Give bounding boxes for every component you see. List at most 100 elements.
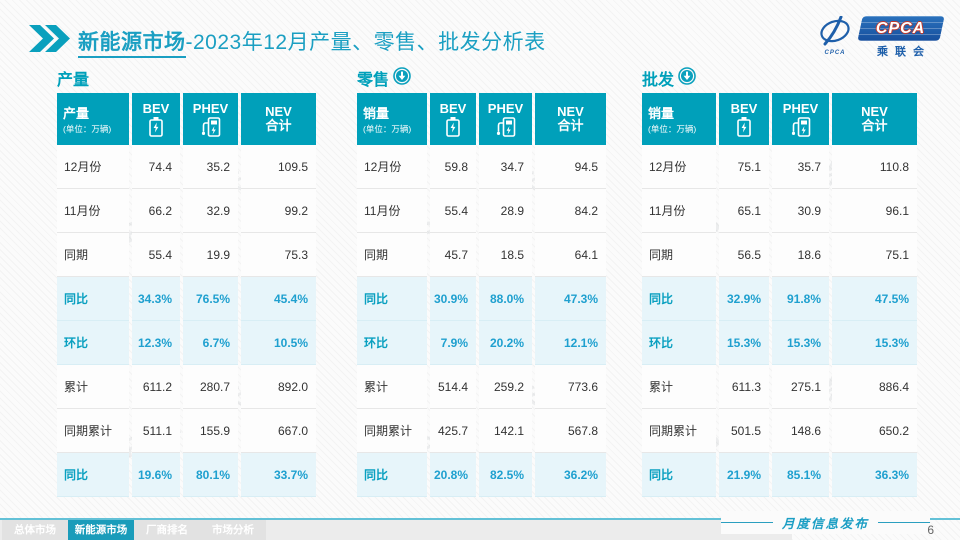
row-label: 环比 xyxy=(57,321,129,365)
cell-bev: 12.3% xyxy=(132,321,180,365)
header-cell-phev: PHEV xyxy=(772,93,829,145)
table-row: 12月份 74.4 35.2 109.5 xyxy=(57,145,316,189)
table-row: 同期 45.7 18.5 64.1 xyxy=(357,233,606,277)
unit-label: (单位：万辆) xyxy=(363,124,412,134)
cpca-logo: CPCA CPCA 乘联会 xyxy=(814,15,946,62)
cell-phev: 91.8% xyxy=(772,277,829,321)
table-row: 环比 15.3% 15.3% 15.3% xyxy=(642,321,917,365)
header-cell-phev: PHEV xyxy=(183,93,238,145)
table-header-row: 销量 (单位：万辆) BEV PHEV NEV 合计 xyxy=(357,93,606,145)
down-arrow-icon xyxy=(678,66,696,90)
row-label: 同期累计 xyxy=(57,409,129,453)
unit-label: (单位：万辆) xyxy=(63,124,112,134)
cell-nev: 75.3 xyxy=(241,233,316,277)
cell-nev: 75.1 xyxy=(832,233,917,277)
nev-total-label: 合计 xyxy=(861,118,888,133)
row-label: 同比 xyxy=(357,453,427,497)
tab-nev-market[interactable]: 新能源市场 xyxy=(68,520,134,540)
cell-nev: 99.2 xyxy=(241,189,316,233)
nev-total-label: 合计 xyxy=(557,118,584,133)
row-label: 累计 xyxy=(357,365,427,409)
table-row: 同比 30.9% 88.0% 47.3% xyxy=(357,277,606,321)
cell-phev: 88.0% xyxy=(479,277,532,321)
table-row: 11月份 65.1 30.9 96.1 xyxy=(642,189,917,233)
cell-bev: 611.3 xyxy=(719,365,769,409)
cell-bev: 19.6% xyxy=(132,453,180,497)
cell-nev: 84.2 xyxy=(535,189,606,233)
tab-oem-ranking[interactable]: 厂商排名 xyxy=(134,520,200,540)
row-label: 同比 xyxy=(57,277,129,321)
cpca-flag: CPCA 乘联会 xyxy=(857,16,945,59)
cell-nev: 10.5% xyxy=(241,321,316,365)
page-title-rest: -2023年12月产量、零售、批发分析表 xyxy=(185,31,546,54)
section-title-wholesale: 批发 xyxy=(642,66,696,90)
row-label: 同比 xyxy=(357,277,427,321)
cell-nev: 96.1 xyxy=(832,189,917,233)
cell-bev: 75.1 xyxy=(719,145,769,189)
cell-nev: 47.3% xyxy=(535,277,606,321)
section-label: 批发 xyxy=(642,72,675,89)
nev-label: NEV xyxy=(557,104,584,119)
cell-nev: 892.0 xyxy=(241,365,316,409)
table-row: 11月份 55.4 28.9 84.2 xyxy=(357,189,606,233)
cell-bev: 66.2 xyxy=(132,189,180,233)
section-label: 零售 xyxy=(357,72,390,89)
cell-bev: 74.4 xyxy=(132,145,180,189)
cell-phev: 19.9 xyxy=(183,233,238,277)
cell-nev: 64.1 xyxy=(535,233,606,277)
cell-phev: 148.6 xyxy=(772,409,829,453)
row-label: 12月份 xyxy=(57,145,129,189)
slide-header: 新能源市场-2023年12月产量、零售、批发分析表 xyxy=(28,20,546,62)
cell-nev: 94.5 xyxy=(535,145,606,189)
row-label: 同比 xyxy=(642,277,716,321)
nev-label: NEV xyxy=(861,104,888,119)
publish-banner: 月度信息发布 xyxy=(720,511,930,534)
cell-phev: 35.2 xyxy=(183,145,238,189)
cell-phev: 280.7 xyxy=(183,365,238,409)
cell-nev: 33.7% xyxy=(241,453,316,497)
charger-icon xyxy=(201,116,220,137)
unit-label: (单位：万辆) xyxy=(648,124,697,134)
row-label: 11月份 xyxy=(357,189,427,233)
table-row: 同期累计 425.7 142.1 567.8 xyxy=(357,409,606,453)
cell-bev: 611.2 xyxy=(132,365,180,409)
table-row: 同比 34.3% 76.5% 45.4% xyxy=(57,277,316,321)
tab-overall-market[interactable]: 总体市场 xyxy=(2,520,68,540)
table-row: 累计 514.4 259.2 773.6 xyxy=(357,365,606,409)
cell-bev: 34.3% xyxy=(132,277,180,321)
wholesale-table: 销量 (单位：万辆) BEV PHEV NEV 合计 12月份 75.1 35.7 1… xyxy=(639,93,920,497)
cpca-sub-label: 乘联会 xyxy=(877,46,931,58)
cell-phev: 35.7 xyxy=(772,145,829,189)
row-label: 同比 xyxy=(642,453,716,497)
page-title-highlight: 新能源市场 xyxy=(78,31,186,58)
cell-bev: 514.4 xyxy=(430,365,476,409)
cell-phev: 34.7 xyxy=(479,145,532,189)
row-label: 环比 xyxy=(357,321,427,365)
page-title: 新能源市场-2023年12月产量、零售、批发分析表 xyxy=(78,26,546,58)
header-cell-nev: NEV 合计 xyxy=(832,93,917,145)
cell-bev: 65.1 xyxy=(719,189,769,233)
tab-market-analysis[interactable]: 市场分析 xyxy=(200,520,266,540)
nev-label: NEV xyxy=(265,104,292,119)
cell-bev: 59.8 xyxy=(430,145,476,189)
table-row: 同比 32.9% 91.8% 47.5% xyxy=(642,277,917,321)
cpca-brand-label: CPCA xyxy=(876,19,926,37)
charger-icon xyxy=(496,116,515,137)
cell-phev: 275.1 xyxy=(772,365,829,409)
cell-phev: 15.3% xyxy=(772,321,829,365)
cell-phev: 30.9 xyxy=(772,189,829,233)
cell-nev: 667.0 xyxy=(241,409,316,453)
cell-nev: 36.2% xyxy=(535,453,606,497)
page-number: 6 xyxy=(927,523,934,537)
charger-icon xyxy=(791,116,810,137)
cell-bev: 15.3% xyxy=(719,321,769,365)
table-row: 同期 55.4 19.9 75.3 xyxy=(57,233,316,277)
cell-bev: 20.8% xyxy=(430,453,476,497)
phev-label: PHEV xyxy=(782,100,819,116)
cell-phev: 82.5% xyxy=(479,453,532,497)
metric-label: 销量 xyxy=(363,106,390,121)
row-label: 同期累计 xyxy=(642,409,716,453)
cpca-small-label: CPCA xyxy=(824,50,846,56)
section-title-production: 产量 xyxy=(57,68,89,89)
cell-phev: 155.9 xyxy=(183,409,238,453)
